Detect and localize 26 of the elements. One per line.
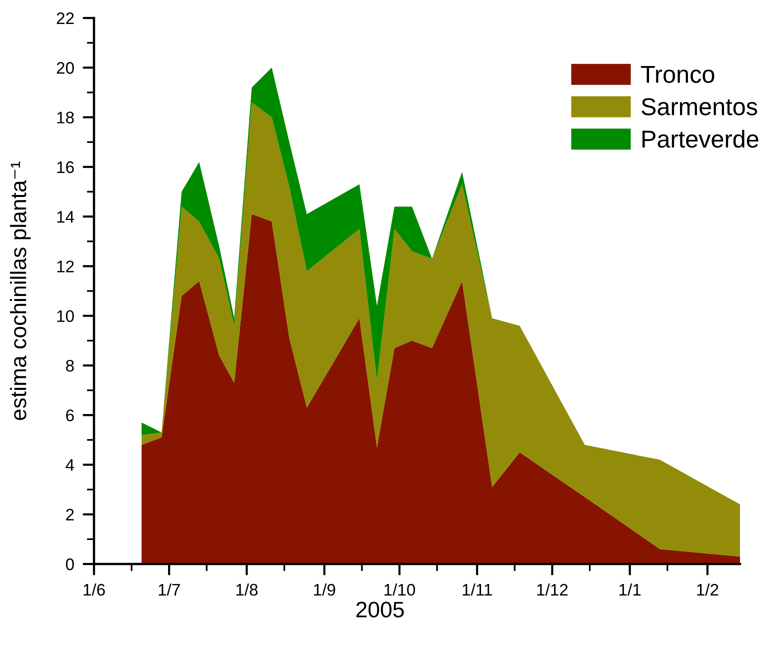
y-tick-label: 22 <box>56 12 74 24</box>
x-tick-label: 1/11 <box>462 583 492 596</box>
x-tick-label: 1/9 <box>314 583 336 596</box>
legend-label: Sarmentos <box>642 98 758 116</box>
x-tick-label: 1/8 <box>236 583 258 596</box>
y-axis-title: estima cochinillas planta⁻¹ <box>10 161 31 420</box>
x-tick-label: 1/6 <box>84 583 105 596</box>
y-tick-label: 0 <box>66 558 74 570</box>
y-tick-label: 2 <box>66 508 74 520</box>
y-tick-label: 18 <box>57 112 74 124</box>
y-tick-label: 16 <box>57 161 74 174</box>
y-tick-label: 10 <box>57 310 74 322</box>
y-tick-label: 6 <box>66 409 74 422</box>
y-tick-label: 12 <box>57 260 74 272</box>
x-tick-label: 1/12 <box>537 583 568 596</box>
legend-label: Parteverde <box>642 130 758 148</box>
x-tick-label: 1/1 <box>620 583 641 596</box>
x-tick-label: 1/2 <box>697 583 718 596</box>
x-axis-title: 2005 <box>356 602 404 618</box>
x-tick-label: 1/7 <box>158 583 180 596</box>
y-tick-label: 8 <box>66 360 74 372</box>
x-tick-label: 1/10 <box>384 583 416 596</box>
y-tick-label: 14 <box>57 211 74 223</box>
legend-label: Tronco <box>641 66 714 83</box>
y-tick-label: 4 <box>66 459 74 471</box>
y-tick-label: 20 <box>56 62 74 74</box>
